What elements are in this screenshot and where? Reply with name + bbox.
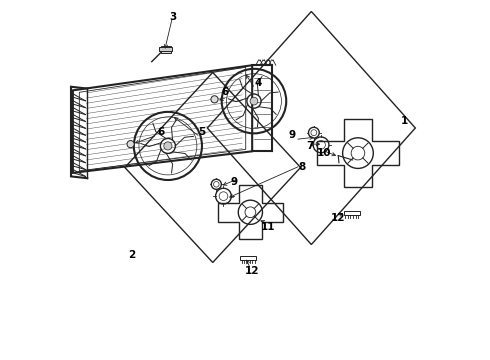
- Text: 4: 4: [255, 78, 262, 88]
- Text: 12: 12: [245, 266, 259, 276]
- Bar: [161, 46, 171, 53]
- Text: 6: 6: [221, 87, 229, 97]
- Circle shape: [250, 97, 258, 105]
- Text: 10: 10: [317, 148, 331, 158]
- Text: 1: 1: [401, 116, 408, 126]
- Bar: [240, 256, 256, 260]
- Text: 7: 7: [306, 141, 313, 151]
- Circle shape: [164, 142, 172, 150]
- Text: 12: 12: [331, 213, 345, 222]
- Text: 5: 5: [198, 127, 206, 136]
- Circle shape: [127, 140, 134, 148]
- Text: 9: 9: [288, 130, 295, 140]
- Circle shape: [211, 96, 218, 103]
- Text: 3: 3: [169, 12, 176, 22]
- Text: 11: 11: [261, 222, 275, 231]
- Bar: [159, 46, 172, 51]
- Text: 6: 6: [157, 127, 164, 136]
- Text: 2: 2: [128, 250, 136, 260]
- Text: 9: 9: [231, 177, 238, 187]
- Text: 8: 8: [299, 162, 306, 172]
- Bar: [343, 211, 360, 215]
